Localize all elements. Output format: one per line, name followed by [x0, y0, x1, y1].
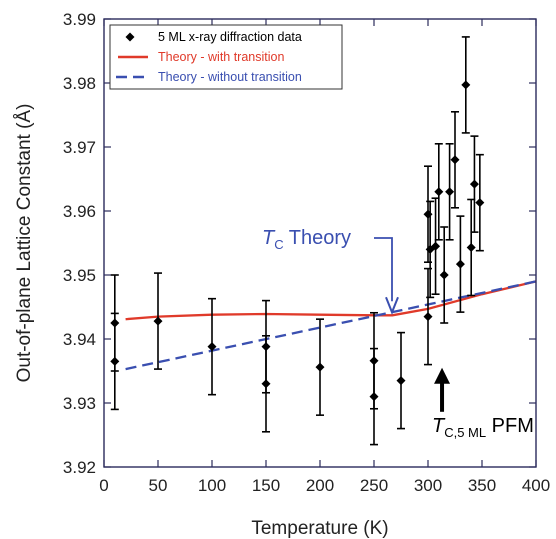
data-marker: [434, 187, 444, 197]
data-marker: [431, 241, 441, 251]
y-tick-label: 3.99: [63, 10, 96, 29]
legend: 5 ML x-ray diffraction data Theory - wit…: [109, 24, 343, 90]
data-marker: [315, 362, 325, 372]
data-marker: [450, 155, 460, 165]
data-point: [439, 226, 449, 324]
data-point: [396, 331, 406, 430]
y-tick-label: 3.93: [63, 394, 96, 413]
data-point: [153, 272, 163, 370]
data-point: [261, 334, 271, 433]
x-tick-label: 300: [414, 476, 442, 495]
tc-theory-annotation: TC Theory: [262, 227, 399, 315]
data-point: [466, 198, 476, 297]
data-point: [110, 312, 120, 411]
tc-theory-label: TC Theory: [262, 227, 351, 252]
y-tick-label: 3.97: [63, 138, 96, 157]
y-tick-label: 3.96: [63, 202, 96, 221]
data-marker: [153, 316, 163, 326]
data-point: [450, 111, 460, 209]
data-point: [455, 215, 465, 313]
data-point: [434, 143, 444, 241]
legend-marker-data: [125, 32, 135, 42]
x-tick-label: 350: [468, 476, 496, 495]
data-point: [369, 347, 379, 446]
series-line-without-transition: [125, 280, 537, 371]
x-tick-label: 50: [149, 476, 168, 495]
data-point: [461, 36, 471, 134]
data-point: [469, 135, 479, 233]
data-marker: [439, 270, 449, 280]
tc-pfm-label: TC,5 ML PFM: [432, 415, 534, 440]
data-point: [445, 143, 455, 241]
data-marker: [445, 187, 455, 197]
x-tick-label: 100: [198, 476, 226, 495]
tc-theory-arrowhead: [385, 296, 399, 315]
data-point: [475, 153, 485, 252]
data-marker: [369, 392, 379, 402]
data-point: [315, 318, 325, 416]
data-marker: [207, 342, 217, 352]
data-marker: [466, 242, 476, 252]
legend-label-without-transition: Theory - without transition: [158, 70, 302, 84]
y-tick-label: 3.92: [63, 458, 96, 477]
x-tick-label: 150: [252, 476, 280, 495]
data-marker: [261, 379, 271, 389]
data-marker: [455, 259, 465, 269]
x-tick-label: 0: [99, 476, 108, 495]
data-marker: [110, 356, 120, 366]
axis-ticks: 0 50 100 150 200 250 300 350 400 3.92 3.93 3.94 3.95…: [63, 10, 550, 495]
series-line-with-transition: [125, 280, 537, 321]
data-marker: [469, 179, 479, 189]
legend-label-data: 5 ML x-ray diffraction data: [158, 30, 302, 44]
x-tick-label: 200: [306, 476, 334, 495]
data-marker: [475, 198, 485, 208]
y-tick-label: 3.98: [63, 74, 96, 93]
tc-pfm-arrowhead: [434, 367, 451, 384]
data-marker: [423, 209, 433, 219]
legend-box: [109, 24, 343, 90]
y-tick-label: 3.94: [63, 330, 96, 349]
plot-frame: [103, 18, 537, 468]
data-marker: [423, 312, 433, 322]
data-marker: [396, 376, 406, 386]
x-tick-label: 250: [360, 476, 388, 495]
y-axis-label: Out-of-plane Lattice Constant (Å): [14, 104, 35, 383]
x-tick-label: 400: [522, 476, 550, 495]
y-tick-label: 3.95: [63, 266, 96, 285]
data-point: [207, 297, 217, 396]
tc-pfm-annotation: TC,5 ML PFM: [432, 367, 534, 440]
x-axis-label: Temperature (K): [251, 518, 388, 539]
tc-theory-arrow: [374, 237, 393, 302]
data-marker: [461, 80, 471, 90]
data-point: [423, 267, 433, 366]
legend-label-with-transition: Theory - with transition: [158, 50, 284, 64]
